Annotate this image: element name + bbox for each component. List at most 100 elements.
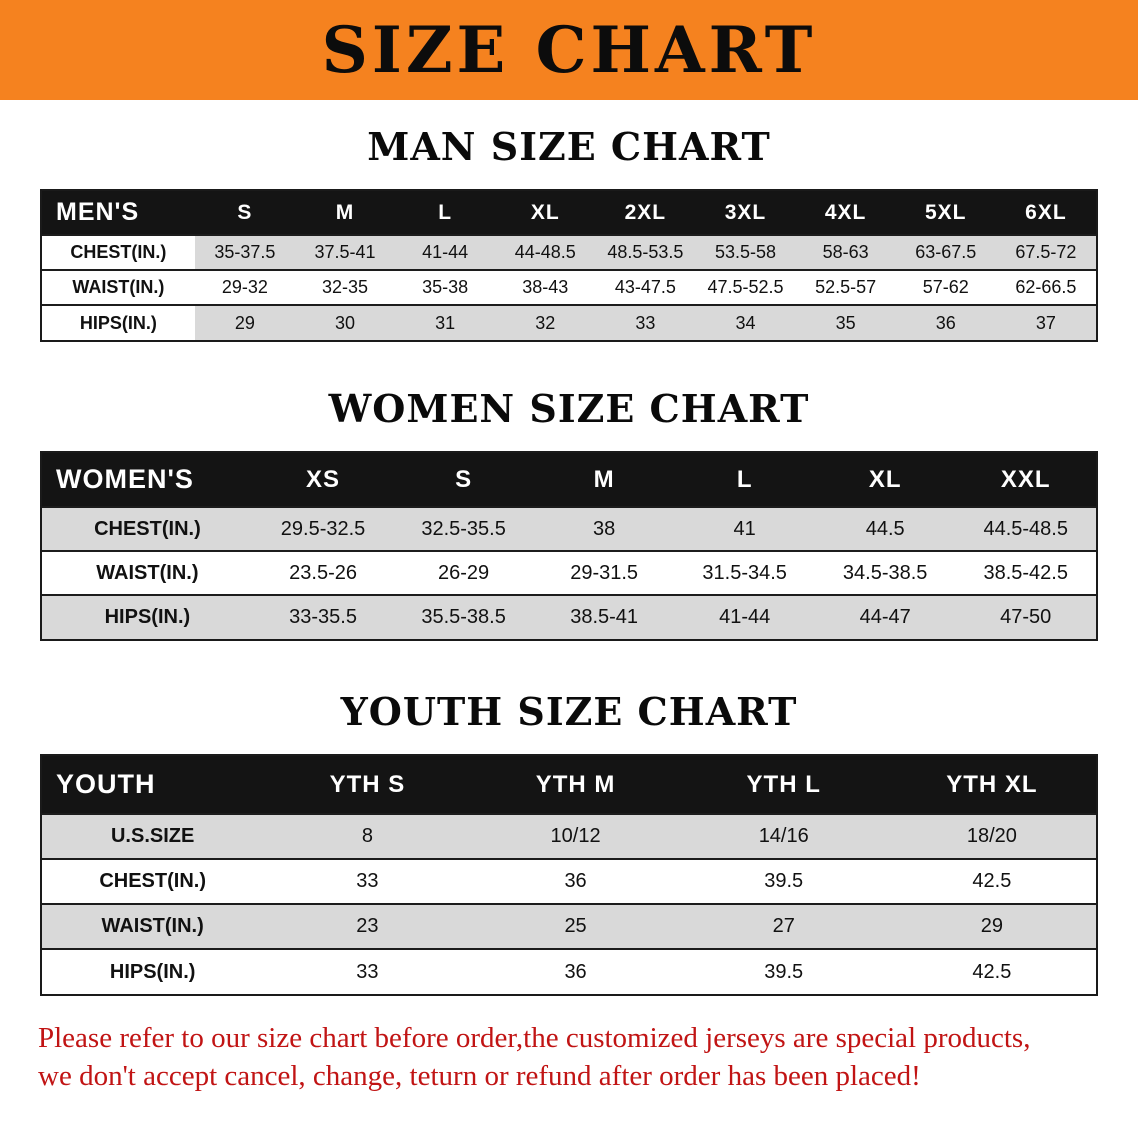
table-row: WAIST(IN.) 29-32 32-35 35-38 38-43 43-47.5 47.…: [42, 270, 1096, 305]
size-value-cell: 52.5-57: [815, 277, 877, 297]
size-value-cell: 36: [935, 312, 956, 333]
size-table: WOMEN'S XS S M L XL XXL CHEST(IN.) 29.5-32.5 32.5…: [42, 453, 1096, 639]
size-value-cell: 38.5-42.5: [983, 561, 1068, 584]
row-label: WAIST(IN.): [101, 915, 204, 937]
size-value-cell: 34: [735, 312, 756, 333]
youth-size-table: YOUTH YTH S YTH M YTH L YTH XL U.S.SIZE 8 10/12…: [40, 754, 1098, 996]
size-table: MEN'S S M L XL 2XL 3XL 4XL 5XL 6XL CHEST(IN.) 35-37…: [42, 191, 1096, 340]
table-corner-label: YOUTH: [42, 756, 264, 814]
size-value-cell: 8: [361, 825, 373, 847]
row-label: CHEST(IN.): [42, 235, 195, 270]
size-value-cell: 25: [564, 915, 587, 937]
size-value-cell: 29-32: [221, 277, 268, 297]
size-value-cell: 42.5: [972, 870, 1012, 892]
column-header: 6XL: [995, 191, 1096, 235]
table-corner-label: WOMEN'S: [42, 453, 253, 507]
size-value-cell: 32: [535, 312, 556, 333]
column-header: 2XL: [595, 191, 696, 235]
row-label: WAIST(IN.): [96, 561, 199, 584]
size-value-cell: 39.5: [764, 870, 804, 892]
banner: SIZE CHART: [0, 0, 1138, 100]
table-row: HIPS(IN.) 33 36 39.5 42.5: [42, 949, 1096, 994]
size-value-cell: 38: [593, 517, 616, 540]
size-table: YOUTH YTH S YTH M YTH L YTH XL U.S.SIZE 8 10/12…: [42, 756, 1096, 994]
column-header: M: [294, 191, 396, 235]
men-size-table: MEN'S S M L XL 2XL 3XL 4XL 5XL 6XL CHEST(IN.) 35-37…: [40, 189, 1098, 342]
column-header: 4XL: [795, 191, 896, 235]
column-header: XS: [252, 453, 394, 507]
size-value-cell: 36: [564, 870, 587, 892]
table-header-row: WOMEN'S XS S M L XL XXL: [42, 453, 1096, 507]
size-value-cell: 33: [635, 312, 656, 333]
table-row: CHEST(IN.) 33 36 39.5 42.5: [42, 859, 1096, 904]
table-corner-label: MEN'S: [42, 191, 195, 235]
size-value-cell: 44-47: [859, 606, 911, 628]
size-value-cell: 38-43: [522, 277, 569, 297]
row-label: CHEST(IN.): [94, 517, 201, 540]
size-value-cell: 62-66.5: [1015, 277, 1077, 297]
size-value-cell: 32-35: [321, 277, 369, 297]
table-row: WAIST(IN.) 23 25 27 29: [42, 904, 1096, 949]
size-value-cell: 30: [335, 312, 356, 333]
disclaimer: Please refer to our size chart before or…: [38, 1020, 1100, 1095]
table-row: CHEST(IN.) 29.5-32.5 32.5-35.5 38 41 44.5 44.5…: [42, 507, 1096, 551]
size-value-cell: 31.5-34.5: [702, 561, 787, 584]
youth-size-chart-section: YOUTH SIZE CHART YOUTH YTH S YTH M YTH L YTH…: [0, 689, 1138, 996]
size-value-cell: 23: [356, 915, 379, 937]
size-value-cell: 38.5-41: [570, 606, 639, 628]
column-header: YTH XL: [887, 756, 1096, 814]
size-value-cell: 48.5-53.5: [607, 242, 684, 262]
women-section-heading: WOMEN SIZE CHART: [328, 386, 810, 431]
column-header: M: [533, 453, 675, 507]
table-row: CHEST(IN.) 35-37.5 37.5-41 41-44 44-48.5 48.5…: [42, 235, 1096, 270]
row-label: HIPS(IN.): [109, 960, 196, 983]
size-value-cell: 58-63: [822, 242, 869, 262]
size-value-cell: 35: [835, 312, 856, 333]
column-header: L: [395, 191, 496, 235]
disclaimer-line-1: Please refer to our size chart before or…: [38, 1022, 1031, 1054]
table-header-row: YOUTH YTH S YTH M YTH L YTH XL: [42, 756, 1096, 814]
size-value-cell: 67.5-72: [1015, 242, 1077, 262]
column-header: YTH L: [679, 756, 888, 814]
size-value-cell: 10/12: [550, 825, 601, 847]
size-value-cell: 39.5: [764, 960, 804, 983]
row-label: WAIST(IN.): [72, 277, 165, 297]
size-value-cell: 35-37.5: [214, 242, 276, 262]
column-header: 5XL: [895, 191, 996, 235]
column-header: XL: [495, 191, 596, 235]
size-value-cell: 44-48.5: [514, 242, 576, 262]
size-value-cell: 27: [772, 915, 795, 937]
table-row: HIPS(IN.) 29 30 31 32 33 34 35 36 37: [42, 305, 1096, 340]
size-value-cell: 42.5: [972, 960, 1012, 983]
column-header: XL: [814, 453, 956, 507]
size-value-cell: 41-44: [422, 242, 469, 262]
table-row: U.S.SIZE 8 10/12 14/16 18/20: [42, 814, 1096, 859]
row-label: CHEST(IN.): [99, 870, 206, 892]
size-value-cell: 34.5-38.5: [842, 561, 928, 584]
column-header: 3XL: [695, 191, 796, 235]
size-value-cell: 29.5-32.5: [280, 517, 366, 540]
size-value-cell: 33: [356, 870, 379, 892]
size-value-cell: 44.5-48.5: [983, 517, 1068, 540]
table-row: HIPS(IN.) 33-35.5 35.5-38.5 38.5-41 41-44 44-…: [42, 595, 1096, 639]
size-value-cell: 57-62: [922, 277, 969, 297]
row-label: U.S.SIZE: [110, 825, 195, 847]
column-header: YTH S: [263, 756, 472, 814]
size-value-cell: 41-44: [719, 606, 771, 628]
size-value-cell: 47.5-52.5: [707, 277, 784, 297]
page-title: SIZE CHART: [321, 12, 817, 88]
size-value-cell: 44.5: [865, 517, 905, 540]
size-value-cell: 53.5-58: [714, 242, 777, 262]
size-value-cell: 29: [234, 312, 255, 333]
size-value-cell: 37.5-41: [314, 242, 376, 262]
size-value-cell: 32.5-35.5: [421, 517, 506, 540]
column-header: L: [674, 453, 815, 507]
size-value-cell: 43-47.5: [614, 277, 676, 297]
disclaimer-line-2: we don't accept cancel, change, teturn o…: [38, 1059, 921, 1092]
size-value-cell: 31: [435, 312, 456, 333]
row-label: HIPS(IN.): [42, 305, 195, 340]
size-value-cell: 35-38: [422, 277, 469, 297]
column-header: S: [194, 191, 295, 235]
size-value-cell: 33-35.5: [289, 606, 357, 628]
size-value-cell: 29-31.5: [570, 561, 639, 584]
